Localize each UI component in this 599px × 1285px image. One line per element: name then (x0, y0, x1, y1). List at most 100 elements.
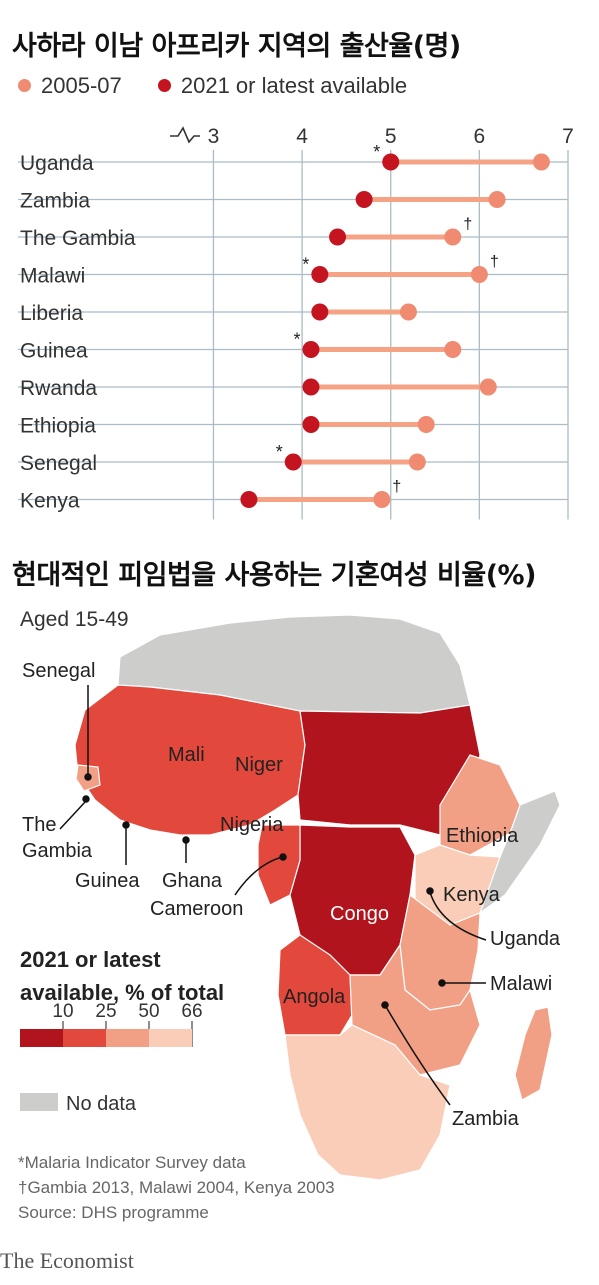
brand-logo: The Economist (0, 1248, 134, 1273)
chart-title: 사하라 이남 아프리카 지역의 출산율(명) (12, 31, 461, 62)
category-label-guinea: Guinea (20, 340, 88, 363)
label-uganda: Uganda (490, 928, 561, 950)
dot-early-liberia (399, 303, 417, 321)
map-subtitle: Aged 15-49 (20, 608, 129, 631)
dot-early-senegal (408, 453, 426, 471)
label-mali: Mali (168, 744, 205, 766)
legend-swatch-bin-4 (149, 1029, 192, 1047)
asterisk-senegal: * (276, 442, 283, 462)
dot-latest-zambia (355, 191, 373, 208)
leader-uganda (429, 891, 487, 941)
dagger-the-gambia: † (463, 216, 472, 233)
footnote-malaria: *Malaria Indicator Survey data (18, 1153, 246, 1172)
legend-dot-latest (157, 79, 171, 92)
label-congo: Congo (330, 903, 389, 925)
chart-footer: *Malaria Indicator Survey data †Gambia 2… (18, 1150, 335, 1225)
dot-early-kenya (373, 491, 391, 508)
legend-label-nodata: No data (66, 1093, 137, 1115)
region-ethiopia (439, 754, 521, 856)
asterisk-guinea: * (293, 330, 300, 350)
leader-dot-malawi (438, 979, 446, 987)
category-label-rwanda: Rwanda (20, 377, 97, 400)
label-senegal: Senegal (22, 660, 95, 682)
map-legend-title-1: 2021 or latest (20, 947, 161, 972)
dot-early-ethiopia (417, 416, 435, 433)
region-somalia (471, 790, 561, 914)
label-nigeria: Nigeria (220, 814, 284, 836)
legend-dot-early (18, 79, 31, 92)
legend-swatch-bin-1 (20, 1029, 63, 1047)
region-south-africa (284, 1024, 451, 1181)
legend-swatch-bin-2 (63, 1029, 106, 1047)
dot-latest-the-gambia (329, 228, 347, 246)
dot-early-malawi (470, 266, 488, 283)
tick-label-x-4: 4 (296, 125, 308, 148)
label-gambia-1: The (22, 814, 56, 836)
leader-dot-zambia (381, 1001, 389, 1009)
leader-dot-guinea (122, 821, 130, 829)
dot-early-zambia (488, 191, 506, 208)
legend-label-latest: 2021 or latest available (180, 72, 408, 98)
dot-latest-ethiopia (302, 416, 320, 433)
legend-tick-label-50: 50 (138, 1001, 159, 1022)
asterisk-malawi: * (302, 255, 309, 275)
leader-zambia (384, 1004, 451, 1106)
footnote-dagger: †Gambia 2013, Malawi 2004, Kenya 2003 (18, 1178, 335, 1197)
leader-dot-uganda (426, 887, 434, 895)
label-cameroon: Cameroon (150, 898, 243, 920)
legend-swatch-bin-3 (106, 1029, 149, 1047)
leader-dot-senegal (84, 773, 92, 781)
dagger-kenya: † (392, 479, 401, 496)
source-note: Source: DHS programme (18, 1203, 209, 1222)
label-ethiopia: Ethiopia (446, 825, 519, 847)
legend-swatch-nodata (20, 1093, 58, 1111)
axis-break-symbol (170, 126, 200, 144)
category-label-ethiopia: Ethiopia (20, 415, 96, 438)
category-label-the-gambia: The Gambia (20, 227, 136, 250)
category-label-kenya: Kenya (20, 490, 80, 513)
legend-tick-label-10: 10 (52, 1001, 73, 1022)
dagger-malawi: † (490, 254, 499, 271)
dot-latest-malawi (311, 266, 329, 283)
label-malawi: Malawi (490, 973, 552, 995)
dot-latest-senegal (284, 453, 302, 471)
category-label-uganda: Uganda (20, 152, 94, 175)
dot-latest-liberia (311, 303, 329, 321)
category-label-zambia: Zambia (20, 190, 90, 213)
label-guinea: Guinea (75, 870, 140, 892)
label-ghana: Ghana (162, 870, 223, 892)
label-angola: Angola (283, 986, 346, 1008)
region-cameroon (257, 824, 301, 906)
label-niger: Niger (235, 754, 283, 776)
category-label-malawi: Malawi (20, 265, 85, 288)
region-madagascar (514, 1006, 553, 1101)
region-west-africa (74, 684, 306, 836)
dot-early-uganda (532, 153, 550, 171)
fertility-dot-plot: 3 4 5 6 7 Uganda * Zambia The Gambia † Malawi * † Li… (18, 125, 574, 520)
leader-dot-ghana (182, 836, 190, 844)
africa-contraception-map: Aged 15-49 Senegal Mali Niger Nigeria Th… (20, 608, 561, 1181)
legend-item-early: 2005-07 (18, 73, 122, 99)
label-gambia-2: Gambia (22, 840, 93, 862)
map-legend-title-2: available, % of total (20, 980, 224, 1005)
legend-label-early: 2005-07 (41, 72, 122, 98)
tick-label-x-7: 7 (562, 125, 574, 148)
legend-tick-label-25: 25 (95, 1001, 116, 1022)
tick-label-x-5: 5 (385, 125, 397, 148)
dot-latest-guinea (302, 341, 320, 358)
map-title: 현대적인 피임법을 사용하는 기혼여성 비율(%) (12, 560, 536, 591)
dot-latest-rwanda (302, 378, 320, 396)
leader-dot-gambia (82, 795, 90, 803)
dot-early-rwanda (479, 378, 497, 396)
category-label-senegal: Senegal (20, 452, 97, 475)
dot-latest-uganda (382, 153, 400, 171)
legend-item-latest: 2021 or latest available (157, 72, 408, 99)
asterisk-uganda: * (373, 142, 380, 162)
leader-gambia (59, 800, 87, 830)
region-chad-sudan (297, 704, 481, 836)
leader-cameroon (234, 856, 283, 896)
tick-label-x-3: 3 (208, 125, 220, 148)
legend-tick-label-66: 66 (181, 1001, 202, 1022)
label-kenya: Kenya (443, 884, 501, 906)
category-label-liberia: Liberia (20, 302, 83, 325)
